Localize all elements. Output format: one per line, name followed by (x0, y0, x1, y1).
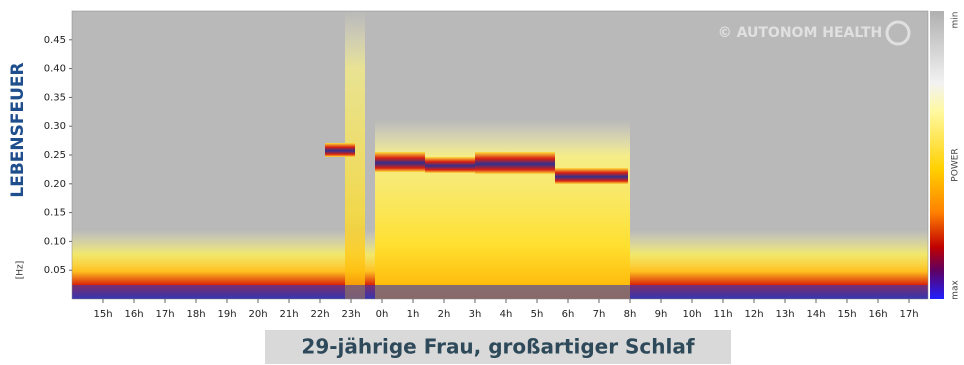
y-axis-label: [Hz] (16, 261, 26, 280)
x-tick-label: 23h (341, 309, 360, 320)
x-tick-label: 21h (279, 309, 298, 320)
colorbar-label: POWER (951, 148, 961, 181)
y-tick-label: 0.20 (44, 179, 66, 190)
x-tick-label: 10h (682, 309, 701, 320)
x-tick-label: 17h (155, 309, 174, 320)
y-tick-label: 0.30 (44, 121, 66, 132)
x-tick-label: 17h (899, 309, 918, 320)
chart: min POWER max LEBENSFEUER [Hz] © AUTONOM… (0, 0, 964, 365)
x-tick-label: 4h (500, 309, 513, 320)
x-tick-label: 3h (469, 309, 482, 320)
x-tick-label: 14h (806, 309, 825, 320)
x-tick-label: 13h (775, 309, 794, 320)
x-tick-label: 22h (310, 309, 329, 320)
x-tick-label: 16h (868, 309, 887, 320)
x-tick-label: 20h (248, 309, 267, 320)
x-tick-label: 5h (531, 309, 544, 320)
caption: 29-jährige Frau, großartiger Schlaf (301, 335, 694, 359)
x-tick-label: 2h (438, 309, 451, 320)
x-tick-label: 15h (837, 309, 856, 320)
x-tick-label: 11h (713, 309, 732, 320)
x-tick-label: 0h (376, 309, 389, 320)
y-tick-label: 0.35 (44, 92, 66, 103)
y-tick-label: 0.10 (44, 236, 66, 247)
y-tick-label: 0.05 (44, 265, 66, 276)
y-tick-label: 0.45 (44, 35, 66, 46)
x-tick-label: 16h (124, 309, 143, 320)
colorbar-max: max (951, 280, 961, 300)
x-tick-label: 7h (593, 309, 606, 320)
colorbar (930, 11, 944, 299)
x-tick-label: 6h (562, 309, 575, 320)
y-tick-label: 0.40 (44, 64, 66, 75)
y-tick-label: 0.15 (44, 208, 66, 219)
x-tick-label: 8h (624, 309, 637, 320)
watermark: © AUTONOM HEALTH (718, 25, 883, 41)
chart-title: LEBENSFEUER (8, 62, 28, 197)
x-tick-label: 12h (744, 309, 763, 320)
heatmap-texture (72, 11, 928, 299)
x-tick-label: 9h (655, 309, 668, 320)
x-tick-label: 18h (186, 309, 205, 320)
x-tick-label: 1h (407, 309, 420, 320)
colorbar-min: min (951, 12, 961, 29)
x-tick-label: 19h (217, 309, 236, 320)
x-tick-label: 15h (93, 309, 112, 320)
y-tick-label: 0.25 (44, 150, 66, 161)
